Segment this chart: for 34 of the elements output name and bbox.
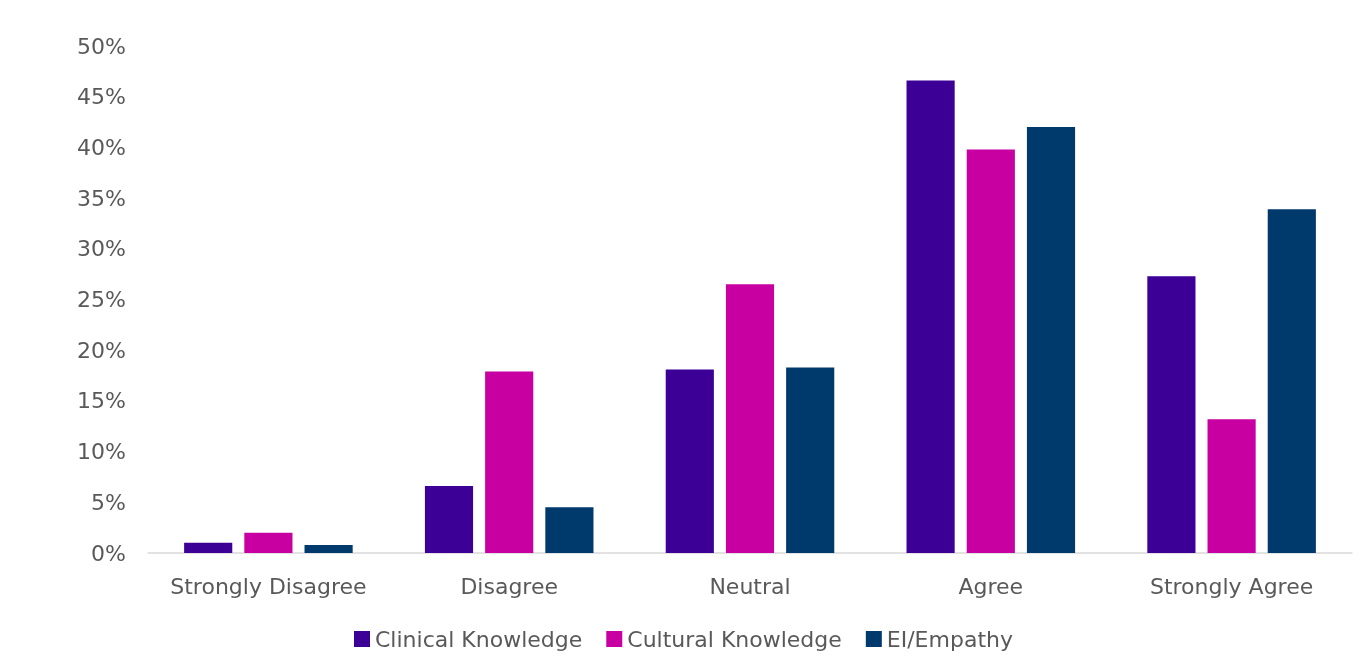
bar: [906, 80, 955, 553]
y-tick-label: 5%: [91, 489, 126, 515]
y-tick-label: 30%: [77, 236, 126, 262]
y-tick-label: 0%: [91, 540, 126, 566]
x-tick-label: Strongly Agree: [1149, 573, 1314, 599]
y-tick-label: 50%: [77, 33, 126, 59]
bar: [1026, 127, 1076, 553]
x-tick-label: Strongly Disagree: [170, 573, 367, 599]
bar: [1207, 419, 1256, 553]
bar: [966, 149, 1015, 553]
x-tick-label: Agree: [958, 573, 1024, 599]
bar: [1147, 276, 1196, 553]
bar: [184, 542, 233, 553]
x-tick-label: Neutral: [709, 573, 791, 599]
y-tick-label: 15%: [77, 388, 126, 414]
x-tick-label: Disagree: [460, 573, 558, 599]
bar: [545, 507, 594, 553]
legend-label: EI/Empathy: [886, 626, 1013, 652]
y-tick-label: 10%: [77, 439, 126, 465]
bar: [244, 532, 293, 553]
y-tick-label: 45%: [77, 84, 126, 110]
bar: [665, 369, 714, 553]
bar: [485, 371, 534, 553]
y-tick-label: 35%: [77, 185, 126, 211]
bar: [424, 486, 474, 553]
bar: [304, 544, 353, 553]
legend-label: Clinical Knowledge: [375, 626, 583, 652]
bar: [786, 367, 835, 553]
y-tick-label: 20%: [77, 337, 126, 363]
bar: [725, 284, 775, 553]
legend-label: Cultural Knowledge: [627, 626, 842, 652]
y-tick-label: 25%: [77, 287, 126, 312]
y-tick-label: 40%: [77, 134, 126, 160]
bar: [1267, 209, 1316, 553]
